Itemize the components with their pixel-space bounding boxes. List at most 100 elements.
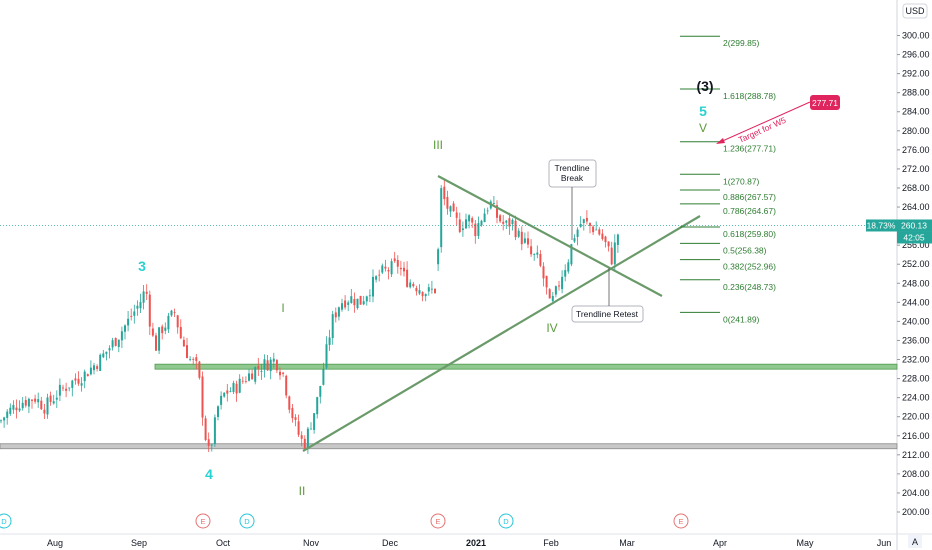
candle-down xyxy=(471,218,474,223)
price-tick-label: 284.00 xyxy=(902,107,930,117)
price-tick-label: 252.00 xyxy=(902,259,930,269)
fib-level-label: 1.236(277.71) xyxy=(723,144,776,154)
candle-up xyxy=(449,206,452,212)
candle-down xyxy=(288,396,291,410)
candle-down xyxy=(151,328,154,336)
candle-down xyxy=(527,238,529,245)
time-tick-label: Aug xyxy=(47,538,63,548)
candle-down xyxy=(244,381,247,382)
candle-up xyxy=(322,369,325,385)
auto-scale-button[interactable] xyxy=(908,535,922,548)
fib-level-label: 0.5(256.38) xyxy=(723,245,767,255)
candle-down xyxy=(514,220,517,238)
event-marker-label: E xyxy=(678,517,683,526)
candle-up xyxy=(189,359,192,360)
candle-up xyxy=(12,405,15,410)
candle-up xyxy=(461,228,464,231)
price-tick-label: 280.00 xyxy=(902,126,930,136)
candle-down xyxy=(294,417,297,420)
event-marker xyxy=(673,513,689,529)
candle-down xyxy=(182,339,185,347)
candle-down xyxy=(607,241,610,247)
candle-up xyxy=(511,219,514,225)
candle-up xyxy=(46,397,49,415)
candle-down xyxy=(40,400,43,410)
candle-up xyxy=(9,407,12,414)
price-tick-label: 208.00 xyxy=(902,469,930,479)
candle-down xyxy=(148,294,151,327)
fib-level-label: 0(241.89) xyxy=(723,314,760,324)
candle-down xyxy=(558,285,560,287)
fib-level-label: 1(270.87) xyxy=(723,176,760,186)
candle-down xyxy=(334,312,337,318)
candle-down xyxy=(502,221,505,224)
candle-up xyxy=(80,383,83,386)
candle-up xyxy=(52,401,55,404)
candle-down xyxy=(201,376,204,418)
candle-up xyxy=(595,229,598,231)
candle-up xyxy=(139,302,142,309)
candle-up xyxy=(170,310,173,316)
price-tags: 18.73% 260.13 42:05 xyxy=(866,219,932,244)
candle-up xyxy=(365,296,368,302)
time-axis[interactable]: Aug Sep Oct Nov Dec 2021 Feb Mar Apr May Jun xyxy=(0,533,932,548)
candle-up xyxy=(93,365,95,371)
candle-up xyxy=(319,385,322,397)
candle-down xyxy=(65,388,68,391)
event-marker-label: D xyxy=(1,517,7,526)
candle-down xyxy=(601,233,604,240)
candle-up xyxy=(99,354,102,372)
target-arrow-text: Target for W5 xyxy=(737,115,788,145)
candle-down xyxy=(415,288,418,292)
candle-up xyxy=(409,282,412,288)
candle-up xyxy=(133,311,136,316)
candle-up xyxy=(418,290,421,294)
falling-trendline xyxy=(437,175,663,297)
wave-label-cyan: 5 xyxy=(699,103,707,119)
candle-up xyxy=(83,371,86,382)
candle-down xyxy=(241,380,244,382)
candle-up xyxy=(492,203,495,204)
candle-up xyxy=(427,287,430,292)
candle-down xyxy=(446,196,449,209)
candle-up xyxy=(536,252,539,255)
auto-scale-label: A xyxy=(912,537,918,547)
price-axis[interactable]: 200.00 204.00 208.00 212.00 216.00 220.00 224.… xyxy=(896,0,930,550)
candle-up xyxy=(613,242,616,265)
candle-down xyxy=(186,345,188,359)
candle-up xyxy=(217,406,219,417)
currency-label: USD xyxy=(905,6,925,16)
candle-up xyxy=(582,219,585,224)
candle-up xyxy=(561,276,564,290)
time-tick-label: Sep xyxy=(131,538,147,548)
event-marker xyxy=(498,513,514,529)
candle-down xyxy=(496,205,498,218)
candle-up xyxy=(164,327,167,331)
candle-up xyxy=(347,302,350,305)
candle-up xyxy=(337,307,340,317)
candle-up xyxy=(21,402,24,409)
candle-down xyxy=(520,231,523,245)
candle-down xyxy=(474,223,477,237)
candle-down xyxy=(393,258,396,262)
price-tick-label: 216.00 xyxy=(902,431,930,441)
candle-up xyxy=(263,359,266,370)
candle-down xyxy=(396,260,399,267)
candle-down xyxy=(62,387,64,389)
candle-up xyxy=(238,378,241,393)
candle-up xyxy=(362,301,365,305)
candle-up xyxy=(272,358,275,362)
candle-down xyxy=(412,283,415,287)
candle-down xyxy=(387,269,390,272)
currency-box[interactable] xyxy=(902,3,928,19)
candle-down xyxy=(353,298,356,306)
candle-down xyxy=(86,374,89,377)
candle-down xyxy=(585,217,588,222)
event-marker-label: E xyxy=(200,517,205,526)
target-value-box xyxy=(810,95,840,110)
candle-down xyxy=(15,407,18,411)
candle-down xyxy=(589,223,591,226)
candle-up xyxy=(517,230,520,237)
candle-down xyxy=(251,373,254,380)
